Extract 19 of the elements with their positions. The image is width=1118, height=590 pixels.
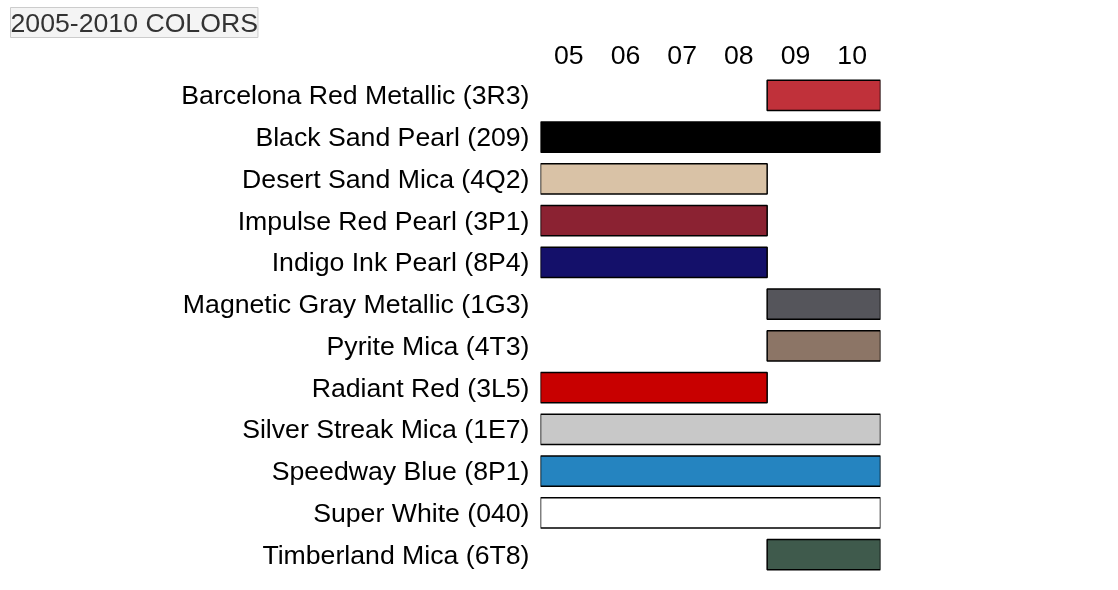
- y-tick-label: Timberland Mica (6T8): [262, 539, 530, 570]
- x-tick-label: 10: [837, 39, 867, 70]
- y-tick-label: Black Sand Pearl (209): [255, 122, 530, 153]
- y-tick-label: Radiant Red (3L5): [311, 372, 530, 403]
- x-tick-label: 05: [554, 39, 584, 70]
- y-tick-label: Impulse Red Pearl (3P1): [237, 205, 530, 236]
- x-tick-label: 06: [610, 39, 641, 70]
- x-tick-label: 07: [667, 39, 697, 70]
- x-tick-label: 08: [724, 39, 754, 70]
- text: 2005-2010 COLORS: [10, 7, 258, 38]
- y-tick-label: Super White (040): [313, 497, 530, 528]
- y-tick-label: Magnetic Gray Metallic (1G3): [182, 289, 530, 320]
- y-tick-label: Desert Sand Mica (4Q2): [242, 163, 530, 194]
- y-tick-label: Indigo Ink Pearl (8P4): [271, 247, 530, 278]
- y-tick-label: Pyrite Mica (4T3): [326, 330, 530, 361]
- y-tick-label: Silver Streak Mica (1E7): [242, 414, 530, 445]
- y-tick-label: Barcelona Red Metallic (3R3): [181, 80, 530, 111]
- y-tick-label: Speedway Blue (8P1): [271, 456, 530, 487]
- x-tick-label: 09: [780, 39, 811, 70]
